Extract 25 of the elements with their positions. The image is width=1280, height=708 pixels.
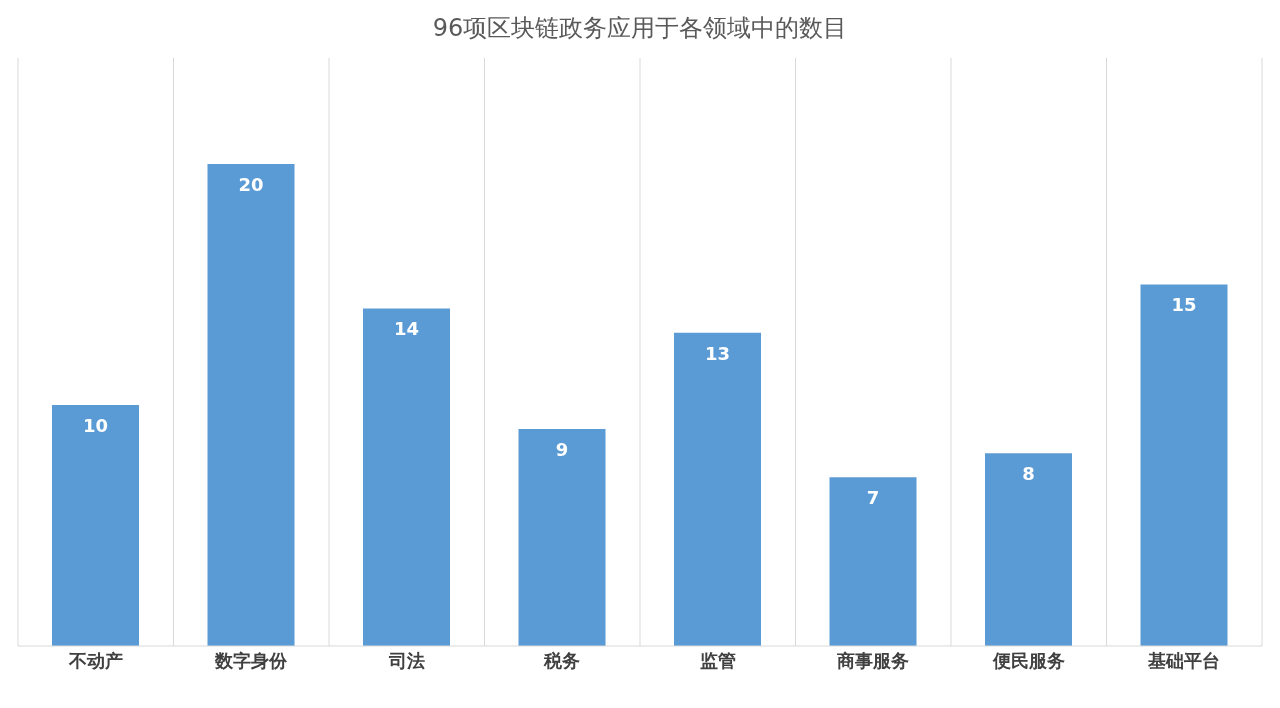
x-tick-label: 数字身份	[214, 649, 289, 671]
data-label: 13	[704, 342, 731, 364]
chart-title: 96项区块链政务应用于各领域中的数目	[431, 13, 849, 44]
bar	[518, 429, 606, 646]
data-label: 9	[555, 438, 569, 460]
data-label: 10	[82, 414, 109, 436]
bar	[985, 453, 1072, 646]
bar	[829, 477, 917, 646]
data-label: 7	[866, 487, 880, 509]
x-tick-label: 税务	[543, 649, 581, 671]
bar	[52, 405, 139, 646]
data-label: 20	[238, 173, 264, 195]
bar	[1140, 284, 1228, 646]
x-tick-label: 司法	[387, 649, 425, 671]
x-tick-label: 基础平台	[1147, 649, 1221, 671]
x-tick-label: 便民服务	[991, 649, 1065, 671]
bar	[363, 308, 450, 646]
bar	[674, 332, 761, 646]
data-label: 8	[1022, 462, 1035, 484]
x-tick-label: 不动产	[67, 649, 123, 671]
x-tick-label: 监管	[699, 649, 736, 671]
data-label: 14	[393, 318, 420, 340]
data-label: 15	[1171, 294, 1197, 316]
x-tick-label: 商事服务	[836, 649, 910, 671]
bar	[207, 164, 295, 646]
